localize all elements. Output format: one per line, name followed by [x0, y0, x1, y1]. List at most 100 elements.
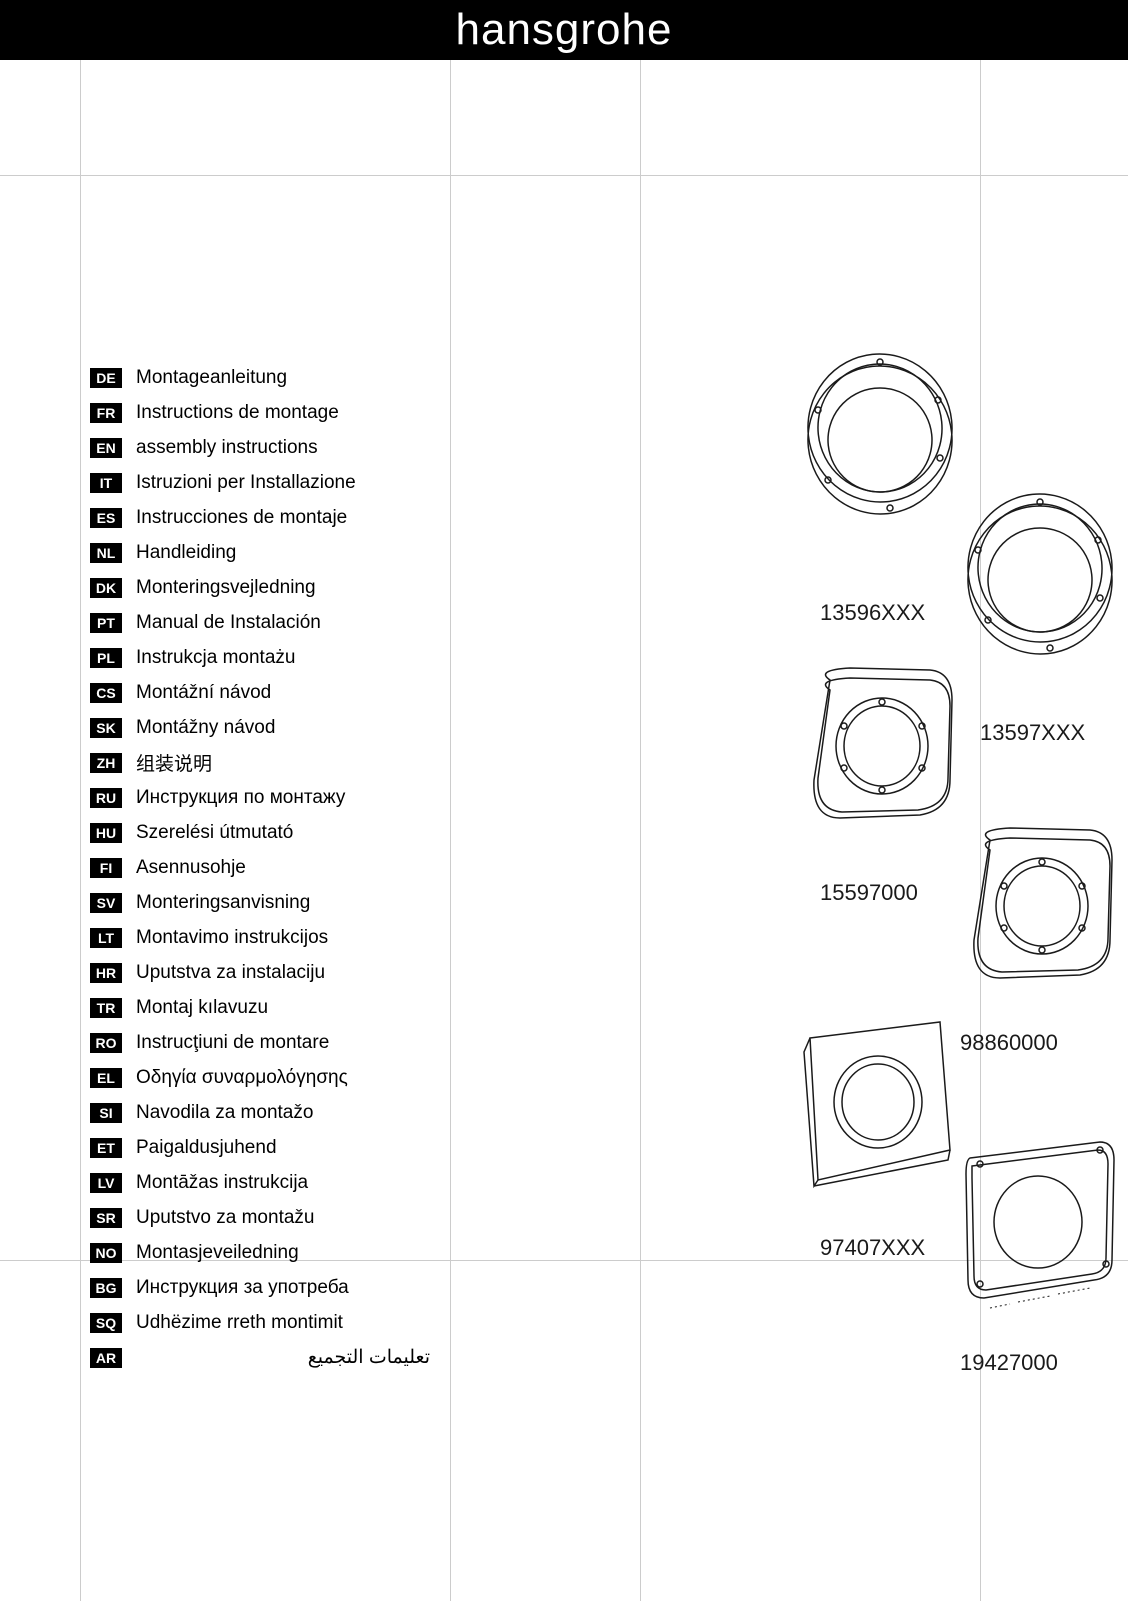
- part-number: 97407XXX: [820, 1235, 925, 1261]
- language-label: Montážny návod: [136, 717, 275, 739]
- language-label: Handleiding: [136, 542, 236, 564]
- language-code-badge: TR: [90, 998, 122, 1018]
- grid-hline: [0, 175, 1128, 176]
- language-row: PT Manual de Instalación: [90, 605, 470, 640]
- language-code-badge: HR: [90, 963, 122, 983]
- grid-vline: [80, 60, 81, 1601]
- language-label: Instrucţiuni de montare: [136, 1032, 329, 1054]
- language-row: BG Инструкция за употреба: [90, 1270, 470, 1305]
- language-label: Monteringsvejledning: [136, 577, 316, 599]
- language-label: Montageanleitung: [136, 367, 287, 389]
- language-row: DKMonteringsvejledning: [90, 570, 470, 605]
- language-label: Szerelési útmutató: [136, 822, 293, 844]
- language-code-badge: SR: [90, 1208, 122, 1228]
- language-label: Istruzioni per Installazione: [136, 472, 356, 494]
- language-code-badge: HU: [90, 823, 122, 843]
- language-label: Montāžas instrukcija: [136, 1172, 308, 1194]
- language-label: Udhëzime rreth montimit: [136, 1312, 343, 1334]
- language-label: Instructions de montage: [136, 402, 339, 424]
- language-code-badge: NO: [90, 1243, 122, 1263]
- language-code-badge: IT: [90, 473, 122, 493]
- grid-vline: [640, 60, 641, 1601]
- language-row: ES Instrucciones de montaje: [90, 500, 470, 535]
- product-round-ring-icon: [960, 490, 1120, 660]
- language-row: SR Uputstvo za montažu: [90, 1200, 470, 1235]
- language-code-badge: NL: [90, 543, 122, 563]
- language-row: NO Montasjeveiledning: [90, 1235, 470, 1270]
- language-code-badge: SV: [90, 893, 122, 913]
- language-label: 组装说明: [136, 749, 212, 776]
- product-round-escutcheon-icon: [800, 660, 960, 840]
- product-square-escutcheon-icon: [790, 1010, 960, 1200]
- part-number: 13596XXX: [820, 600, 925, 626]
- language-code-badge: SI: [90, 1103, 122, 1123]
- language-code-badge: RU: [90, 788, 122, 808]
- language-code-badge: PT: [90, 613, 122, 633]
- language-row: NL Handleiding: [90, 535, 470, 570]
- language-code-badge: SQ: [90, 1313, 122, 1333]
- language-label: Monteringsanvisning: [136, 892, 310, 914]
- part-number: 19427000: [960, 1350, 1058, 1376]
- part-number: 15597000: [820, 880, 918, 906]
- language-row: HR Uputstva za instalaciju: [90, 955, 470, 990]
- language-row: ZH 组装说明: [90, 745, 470, 780]
- language-label: Инструкция по монтажу: [136, 787, 345, 809]
- product-round-ring-icon: [800, 350, 960, 520]
- product-square-escutcheon-hatch-icon: [950, 1130, 1120, 1320]
- language-row: FI Asennusohje: [90, 850, 470, 885]
- language-code-badge: SK: [90, 718, 122, 738]
- language-code-badge: FR: [90, 403, 122, 423]
- language-label: Instrucciones de montaje: [136, 507, 347, 529]
- language-code-badge: LV: [90, 1173, 122, 1193]
- language-row: SV Monteringsanvisning: [90, 885, 470, 920]
- language-label: تعليمات التجميع: [136, 1346, 470, 1369]
- language-label: Manual de Instalación: [136, 612, 321, 634]
- product-round-escutcheon-icon: [960, 820, 1120, 1000]
- header-bar: hansgrohe: [0, 0, 1128, 60]
- language-code-badge: ET: [90, 1138, 122, 1158]
- language-code-badge: EN: [90, 438, 122, 458]
- language-code-badge: BG: [90, 1278, 122, 1298]
- language-row: RU Инструкция по монтажу: [90, 780, 470, 815]
- language-row: ET Paigaldusjuhend: [90, 1130, 470, 1165]
- language-row: SI Navodila za montažo: [90, 1095, 470, 1130]
- language-row: CSMontážní návod: [90, 675, 470, 710]
- language-list: DE Montageanleitung FR Instructions de mont…: [90, 360, 470, 1375]
- language-row: LV Montāžas instrukcija: [90, 1165, 470, 1200]
- part-number: 13597XXX: [980, 720, 1085, 746]
- language-row: PL Instrukcja montażu: [90, 640, 470, 675]
- language-code-badge: PL: [90, 648, 122, 668]
- language-row: HU Szerelési útmutató: [90, 815, 470, 850]
- language-label: Uputstva za instalaciju: [136, 962, 325, 984]
- language-label: Montavimo instrukcijos: [136, 927, 328, 949]
- language-row: SK Montážny návod: [90, 710, 470, 745]
- language-code-badge: EL: [90, 1068, 122, 1088]
- language-row: DE Montageanleitung: [90, 360, 470, 395]
- language-row: SQ Udhëzime rreth montimit: [90, 1305, 470, 1340]
- language-code-badge: RO: [90, 1033, 122, 1053]
- language-row: EL Οδηγία συναρμολόγησης: [90, 1060, 470, 1095]
- language-label: Asennusohje: [136, 857, 246, 879]
- language-row: FR Instructions de montage: [90, 395, 470, 430]
- language-row: RO Instrucţiuni de montare: [90, 1025, 470, 1060]
- language-label: Uputstvo za montažu: [136, 1207, 314, 1229]
- language-row: IT Istruzioni per Installazione: [90, 465, 470, 500]
- language-code-badge: LT: [90, 928, 122, 948]
- language-code-badge: FI: [90, 858, 122, 878]
- language-label: assembly instructions: [136, 437, 318, 459]
- language-code-badge: ES: [90, 508, 122, 528]
- language-code-badge: ZH: [90, 753, 122, 773]
- language-label: Инструкция за употреба: [136, 1277, 349, 1299]
- language-label: Οδηγία συναρμολόγησης: [136, 1067, 348, 1089]
- language-row: LT Montavimo instrukcijos: [90, 920, 470, 955]
- language-label: Instrukcja montażu: [136, 647, 295, 669]
- brand-logo: hansgrohe: [456, 5, 673, 55]
- language-label: Montasjeveiledning: [136, 1242, 299, 1264]
- language-label: Paigaldusjuhend: [136, 1137, 277, 1159]
- language-code-badge: DE: [90, 368, 122, 388]
- language-label: Navodila za montažo: [136, 1102, 313, 1124]
- language-code-badge: CS: [90, 683, 122, 703]
- language-row: TR Montaj kılavuzu: [90, 990, 470, 1025]
- language-row: EN assembly instructions: [90, 430, 470, 465]
- language-label: Montaj kılavuzu: [136, 997, 268, 1019]
